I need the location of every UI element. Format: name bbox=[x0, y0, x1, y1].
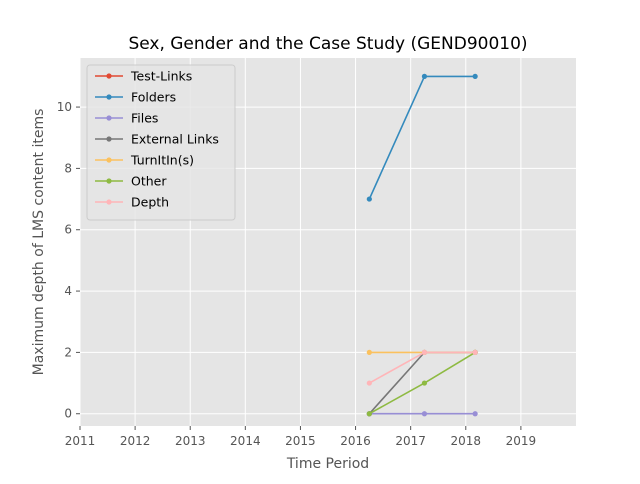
chart-title: Sex, Gender and the Case Study (GEND9001… bbox=[128, 34, 527, 54]
x-tick-label: 2014 bbox=[230, 434, 261, 448]
legend-marker bbox=[106, 178, 112, 184]
series-depth bbox=[366, 349, 478, 386]
x-axis-title: Time Period bbox=[286, 456, 369, 472]
legend-label: Test-Links bbox=[130, 69, 192, 84]
legend-item: TurnItIn(s) bbox=[95, 153, 194, 168]
legend-label: External Links bbox=[131, 132, 219, 147]
x-tick-label: 2011 bbox=[65, 434, 96, 448]
y-tick-label: 4 bbox=[64, 284, 72, 298]
x-tick-label: 2012 bbox=[120, 434, 151, 448]
x-tick-label: 2016 bbox=[340, 434, 371, 448]
data-point-turnitin-s bbox=[366, 349, 372, 355]
x-tick-label: 2015 bbox=[285, 434, 316, 448]
legend-marker bbox=[106, 94, 112, 100]
data-point-files bbox=[421, 411, 428, 417]
legend-item: Depth bbox=[95, 195, 169, 210]
legend-label: Depth bbox=[131, 195, 169, 210]
data-point-folders bbox=[421, 73, 428, 79]
y-tick-label: 8 bbox=[64, 161, 72, 175]
data-point-files bbox=[472, 411, 478, 417]
legend-marker bbox=[106, 157, 112, 163]
legend-label: TurnItIn(s) bbox=[130, 153, 194, 168]
legend-box bbox=[86, 64, 236, 221]
data-point-depth bbox=[366, 380, 372, 386]
legend-item: Test-Links bbox=[95, 69, 192, 84]
legend-label: Folders bbox=[131, 90, 176, 105]
x-tick-label: 2013 bbox=[175, 434, 206, 448]
data-point-folders bbox=[366, 196, 372, 202]
data-point-other bbox=[421, 380, 428, 386]
data-point-depth bbox=[421, 349, 428, 355]
legend-item: Files bbox=[95, 111, 158, 126]
legend-marker bbox=[106, 199, 112, 205]
y-tick-label: 0 bbox=[64, 407, 72, 421]
legend-label: Other bbox=[131, 174, 167, 189]
y-axis-title: Maximum depth of LMS content items bbox=[31, 109, 47, 376]
legend-item: Other bbox=[95, 174, 167, 189]
legend-item: Folders bbox=[95, 90, 176, 105]
legend-marker bbox=[106, 73, 112, 79]
legend: Test-Links Folders Files External Links Turn… bbox=[86, 64, 236, 221]
axis-ticks: 2011 2012 2013 2014 2015 2016 2017 2018 2019 0 2 4 6… bbox=[57, 100, 536, 448]
series-folders bbox=[366, 73, 478, 202]
y-tick-label: 10 bbox=[57, 100, 72, 114]
data-point-depth bbox=[472, 349, 478, 355]
series-layer bbox=[366, 73, 478, 417]
data-point-folders bbox=[472, 73, 478, 79]
y-tick-label: 6 bbox=[64, 223, 72, 237]
legend-marker bbox=[106, 136, 112, 142]
data-point-other bbox=[366, 411, 372, 417]
legend-item: External Links bbox=[95, 132, 219, 147]
legend-marker bbox=[106, 115, 112, 121]
x-tick-label: 2018 bbox=[451, 434, 482, 448]
y-tick-label: 2 bbox=[64, 345, 72, 359]
legend-label: Files bbox=[131, 111, 158, 126]
x-tick-label: 2017 bbox=[395, 434, 426, 448]
x-tick-label: 2019 bbox=[506, 434, 537, 448]
